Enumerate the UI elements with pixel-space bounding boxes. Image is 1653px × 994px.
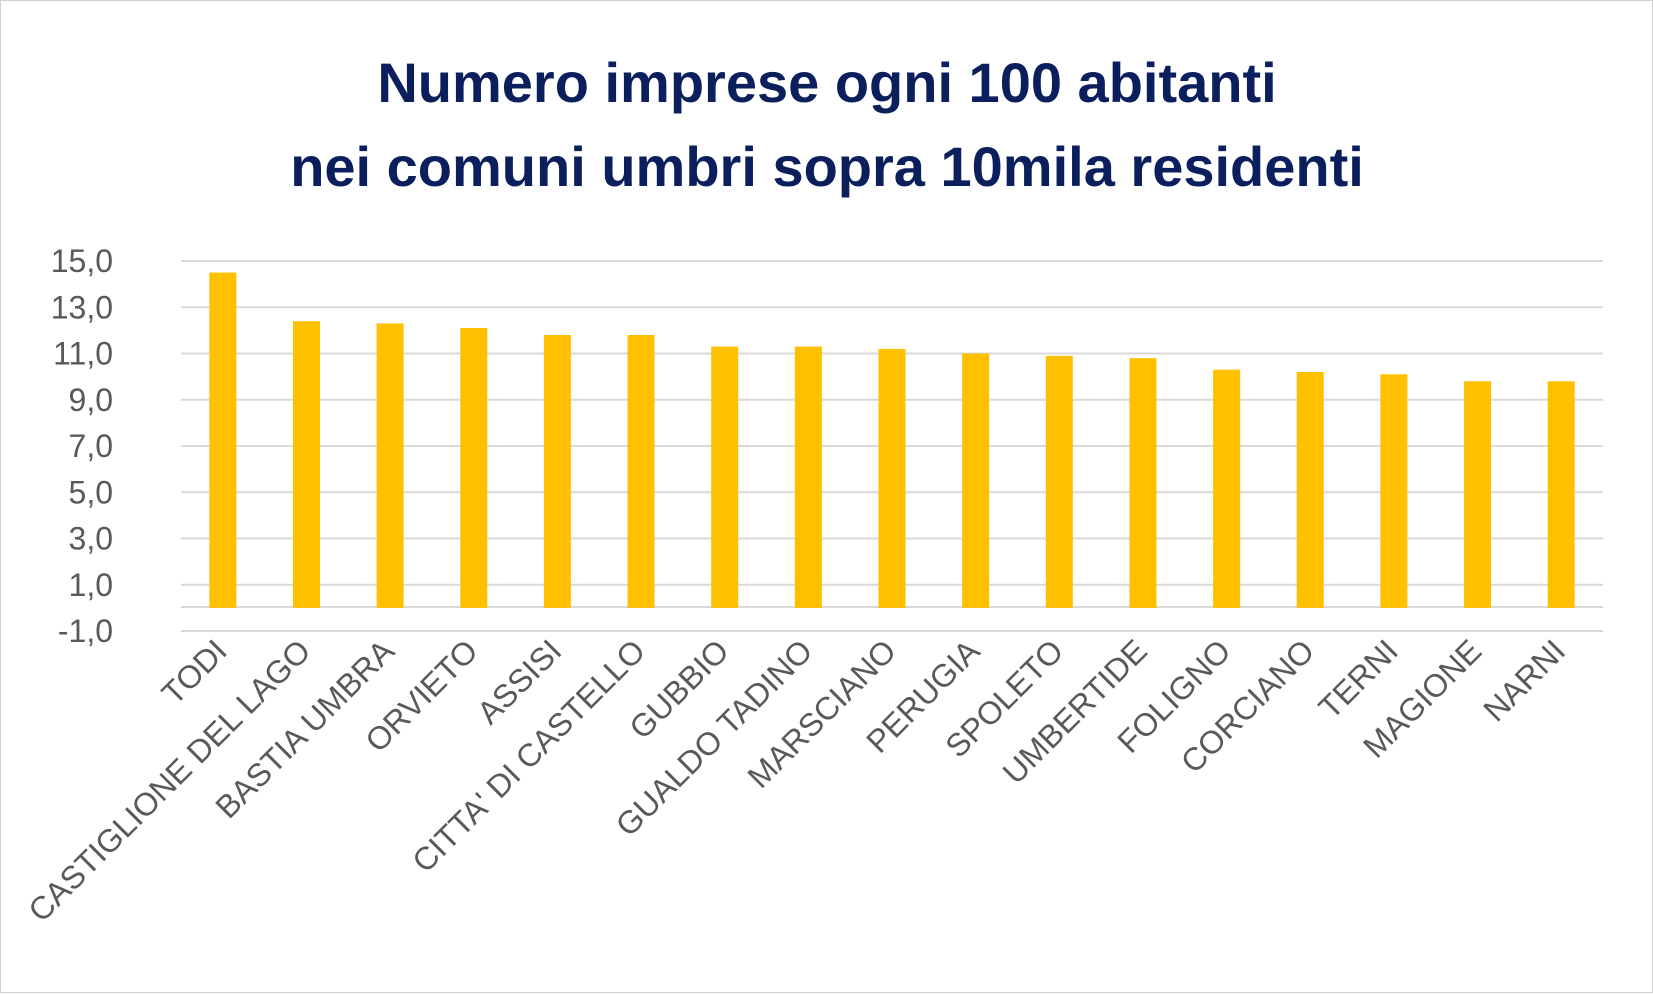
bar: [376, 323, 404, 608]
y-tick-label: 15,0: [51, 243, 113, 279]
bar: [1380, 374, 1408, 608]
y-tick-label: 13,0: [51, 289, 113, 325]
bar: [1547, 381, 1575, 608]
x-category-label: NARNI: [1476, 632, 1572, 728]
bar: [292, 321, 320, 608]
y-tick-label: 7,0: [69, 428, 113, 464]
chart-title-line-1: Numero imprese ogni 100 abitanti: [377, 51, 1276, 114]
bar: [794, 346, 822, 608]
bar: [1045, 355, 1073, 608]
bar: [1464, 381, 1492, 608]
bars: [209, 272, 1575, 608]
bar: [209, 272, 237, 608]
y-tick-label: 5,0: [69, 474, 113, 510]
bar: [627, 335, 655, 608]
bar: [460, 328, 488, 608]
bar: [711, 346, 739, 608]
bar: [543, 335, 571, 608]
x-category-label: TODI: [155, 632, 234, 711]
y-tick-label: 1,0: [69, 567, 113, 603]
y-axis-tick-labels: -1,0 1,0 3,0 5,0 7,0 9,0 11,0 13,0 15,0: [51, 243, 113, 649]
bar: [1129, 358, 1157, 608]
bar: [1296, 372, 1324, 608]
bar: [1213, 369, 1241, 608]
y-tick-label: 9,0: [69, 382, 113, 418]
y-tick-label: 11,0: [53, 336, 113, 372]
x-category-label: UMBERTIDE: [996, 632, 1154, 790]
bar: [878, 348, 906, 608]
chart-title-line-2: nei comuni umbri sopra 10mila residenti: [290, 135, 1364, 198]
y-tick-label: -1,0: [58, 613, 113, 649]
y-tick-label: 3,0: [69, 521, 113, 557]
bar: [962, 353, 990, 608]
